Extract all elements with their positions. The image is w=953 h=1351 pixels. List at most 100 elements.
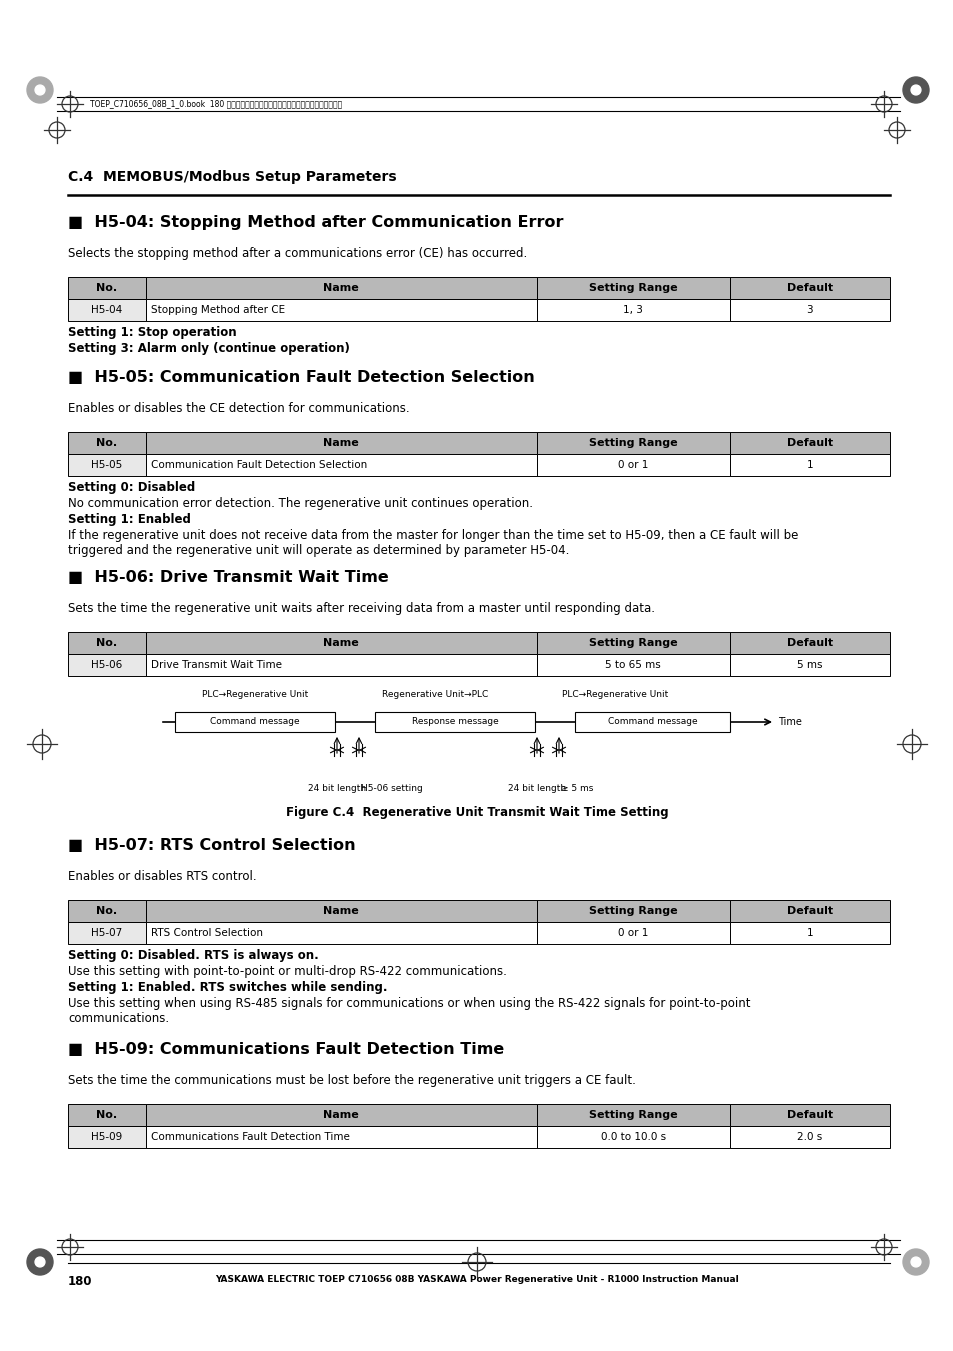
Text: Name: Name (323, 282, 359, 293)
Text: ■  H5-09: Communications Fault Detection Time: ■ H5-09: Communications Fault Detection … (68, 1042, 504, 1056)
Text: H5-04: H5-04 (91, 305, 123, 315)
Text: H5-05: H5-05 (91, 459, 123, 470)
Bar (536, 1104, 729, 1125)
Text: No.: No. (96, 638, 117, 648)
Text: If the regenerative unit does not receive data from the master for longer than t: If the regenerative unit does not receiv… (68, 530, 798, 542)
Text: Name: Name (323, 1111, 359, 1120)
Text: ■  H5-06: Drive Transmit Wait Time: ■ H5-06: Drive Transmit Wait Time (68, 570, 388, 585)
Text: Setting Range: Setting Range (588, 907, 677, 916)
Text: Communications Fault Detection Time: Communications Fault Detection Time (151, 1132, 350, 1142)
Text: Command message: Command message (607, 717, 697, 727)
Bar (729, 432, 889, 454)
Text: Default: Default (786, 1111, 832, 1120)
Text: Default: Default (786, 907, 832, 916)
Bar (536, 432, 729, 454)
Bar (729, 632, 889, 654)
Text: 24 bit length: 24 bit length (308, 784, 366, 793)
Text: triggered and the regenerative unit will operate as determined by parameter H5-0: triggered and the regenerative unit will… (68, 544, 569, 557)
Text: ■  H5-07: RTS Control Selection: ■ H5-07: RTS Control Selection (68, 838, 355, 852)
Text: Setting Range: Setting Range (588, 638, 677, 648)
Bar (729, 454, 889, 476)
Bar (68, 299, 146, 322)
Bar (536, 299, 729, 322)
Bar (68, 1125, 146, 1148)
Bar (729, 900, 889, 921)
Text: 24 bit length: 24 bit length (507, 784, 565, 793)
Text: H5-06: H5-06 (91, 661, 123, 670)
Text: RTS Control Selection: RTS Control Selection (151, 928, 263, 938)
Circle shape (910, 85, 920, 95)
Text: Command message: Command message (210, 717, 299, 727)
Text: Use this setting with point-to-point or multi-drop RS-422 communications.: Use this setting with point-to-point or … (68, 965, 506, 978)
Text: No.: No. (96, 438, 117, 449)
Text: Default: Default (786, 282, 832, 293)
Bar (146, 632, 536, 654)
Bar (729, 277, 889, 299)
Text: Use this setting when using RS-485 signals for communications or when using the : Use this setting when using RS-485 signa… (68, 997, 750, 1011)
Bar (536, 632, 729, 654)
Text: TOEP_C710656_08B_1_0.book  180 ページ　２０１５年２月５日　木曜日　午前１０時７分: TOEP_C710656_08B_1_0.book 180 ページ ２０１５年２… (90, 100, 342, 108)
Text: Figure C.4  Regenerative Unit Transmit Wait Time Setting: Figure C.4 Regenerative Unit Transmit Wa… (285, 807, 668, 819)
Bar (536, 277, 729, 299)
Bar (575, 712, 729, 732)
Bar (536, 654, 729, 676)
Text: Setting 0: Disabled: Setting 0: Disabled (68, 481, 195, 494)
Bar (68, 277, 146, 299)
Text: Response message: Response message (411, 717, 497, 727)
Text: Name: Name (323, 907, 359, 916)
Text: 0 or 1: 0 or 1 (618, 459, 648, 470)
Text: 180: 180 (68, 1275, 92, 1288)
Circle shape (27, 77, 53, 103)
Text: Setting Range: Setting Range (588, 282, 677, 293)
Bar (146, 299, 536, 322)
Bar (729, 299, 889, 322)
Bar (68, 921, 146, 944)
Text: Name: Name (323, 438, 359, 449)
Bar (146, 432, 536, 454)
Text: 2.0 s: 2.0 s (797, 1132, 821, 1142)
Text: 1, 3: 1, 3 (622, 305, 642, 315)
Text: Setting 1: Stop operation: Setting 1: Stop operation (68, 326, 236, 339)
Bar (68, 1104, 146, 1125)
Bar (729, 921, 889, 944)
Bar (729, 1104, 889, 1125)
Text: 0.0 to 10.0 s: 0.0 to 10.0 s (600, 1132, 665, 1142)
Circle shape (910, 1256, 920, 1267)
Circle shape (35, 85, 45, 95)
Bar (146, 1104, 536, 1125)
Text: PLC→Regenerative Unit: PLC→Regenerative Unit (561, 690, 667, 698)
Bar (536, 1125, 729, 1148)
Text: Sets the time the regenerative unit waits after receiving data from a master unt: Sets the time the regenerative unit wait… (68, 603, 655, 615)
Bar (146, 277, 536, 299)
Bar (146, 1125, 536, 1148)
Text: ≥ 5 ms: ≥ 5 ms (560, 784, 593, 793)
Text: Time: Time (778, 717, 801, 727)
Text: H5-06 setting: H5-06 setting (360, 784, 422, 793)
Bar (375, 712, 535, 732)
Text: Setting Range: Setting Range (588, 438, 677, 449)
Text: H5-07: H5-07 (91, 928, 123, 938)
Circle shape (35, 1256, 45, 1267)
Text: Default: Default (786, 438, 832, 449)
Circle shape (902, 1250, 928, 1275)
Text: No.: No. (96, 1111, 117, 1120)
Bar (68, 654, 146, 676)
Text: 1: 1 (805, 459, 812, 470)
Bar (729, 654, 889, 676)
Bar (146, 900, 536, 921)
Bar (68, 454, 146, 476)
Text: Communication Fault Detection Selection: Communication Fault Detection Selection (151, 459, 367, 470)
Text: Name: Name (323, 638, 359, 648)
Text: No communication error detection. The regenerative unit continues operation.: No communication error detection. The re… (68, 497, 533, 509)
Text: communications.: communications. (68, 1012, 169, 1025)
Text: 0 or 1: 0 or 1 (618, 928, 648, 938)
Bar (174, 712, 335, 732)
Text: Setting 1: Enabled: Setting 1: Enabled (68, 513, 191, 526)
Text: 3: 3 (805, 305, 812, 315)
Circle shape (27, 1250, 53, 1275)
Bar (536, 900, 729, 921)
Text: Setting 1: Enabled. RTS switches while sending.: Setting 1: Enabled. RTS switches while s… (68, 981, 387, 994)
Text: ■  H5-05: Communication Fault Detection Selection: ■ H5-05: Communication Fault Detection S… (68, 370, 535, 385)
Text: Enables or disables RTS control.: Enables or disables RTS control. (68, 870, 256, 884)
Text: 5 to 65 ms: 5 to 65 ms (604, 661, 660, 670)
